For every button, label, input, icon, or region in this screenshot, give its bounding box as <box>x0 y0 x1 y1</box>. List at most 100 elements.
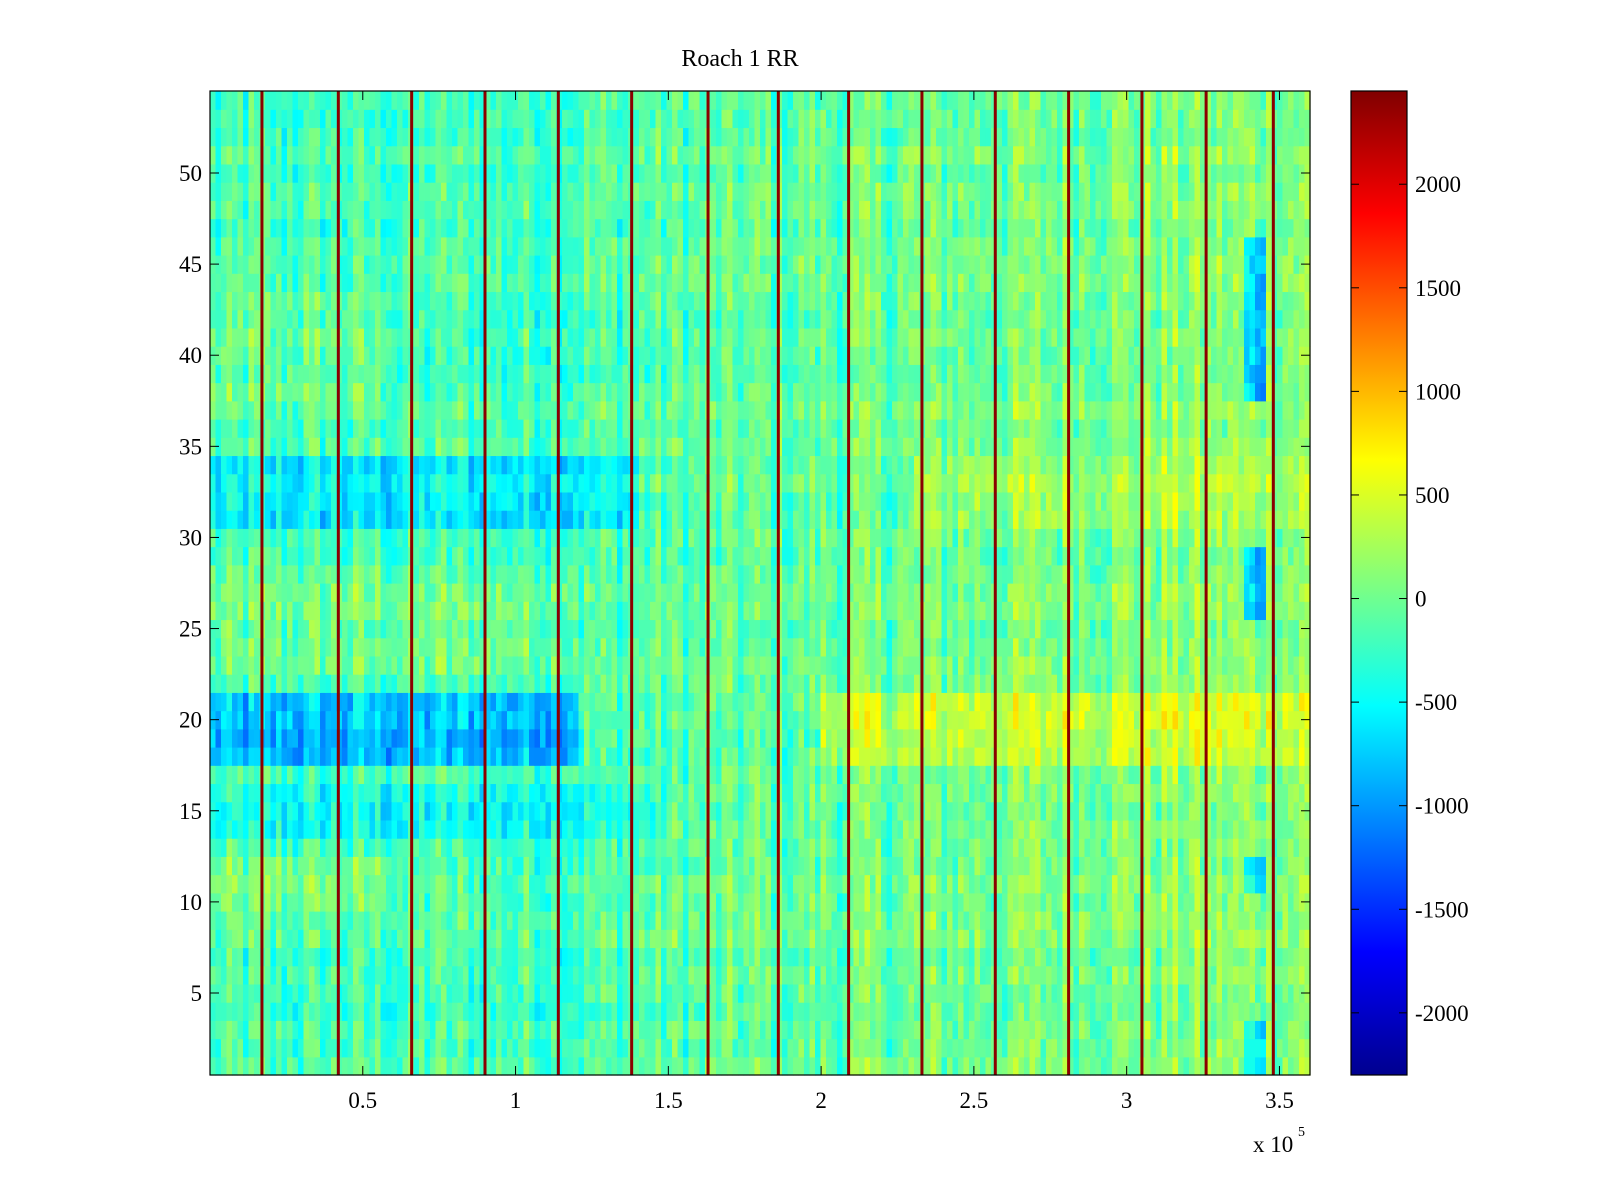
heatmap-cell <box>963 1056 970 1076</box>
heatmap-cell <box>562 1020 569 1040</box>
heatmap-cell <box>353 819 360 839</box>
heatmap-cell <box>457 929 464 949</box>
heatmap-cell <box>815 655 822 675</box>
heatmap-cell <box>815 892 822 912</box>
heatmap-cell <box>892 783 899 803</box>
heatmap-cell <box>853 1020 860 1040</box>
heatmap-cell <box>265 892 272 912</box>
heatmap-cell <box>749 692 756 712</box>
heatmap-cell <box>1178 892 1185 912</box>
heatmap-cell <box>292 892 299 912</box>
heatmap-cell <box>815 1056 822 1076</box>
heatmap-cell <box>600 747 607 766</box>
heatmap-cell <box>1293 965 1300 985</box>
heatmap-cell <box>391 874 398 894</box>
heatmap-cell <box>474 710 481 730</box>
heatmap-cell <box>815 801 822 821</box>
heatmap-cell <box>688 710 695 730</box>
heatmap-cell <box>1029 838 1036 857</box>
heatmap-cell <box>1255 856 1262 876</box>
heatmap-cell <box>1156 1056 1163 1076</box>
heatmap-cell <box>1161 911 1168 930</box>
heatmap-cell <box>589 911 596 930</box>
heatmap-cell <box>716 947 723 967</box>
heatmap-cell <box>1029 892 1036 912</box>
heatmap-cell <box>1029 911 1036 930</box>
heatmap-cell <box>1051 838 1058 857</box>
heatmap-cell <box>507 1056 514 1076</box>
heatmap-cell <box>226 1020 233 1040</box>
heatmap-cell <box>837 692 844 712</box>
heatmap-cell <box>287 765 294 785</box>
heatmap-cell <box>1068 783 1075 803</box>
heatmap-cell <box>1194 783 1201 803</box>
heatmap-cell <box>771 728 778 748</box>
heatmap-cell <box>584 1056 591 1076</box>
heatmap-cell <box>837 1038 844 1058</box>
heatmap-cell <box>1222 710 1229 730</box>
heatmap-cell <box>727 965 734 985</box>
heatmap-cell <box>1233 674 1240 693</box>
heatmap-cell <box>930 619 937 639</box>
heatmap-cell <box>930 947 937 967</box>
heatmap-cell <box>771 692 778 712</box>
heatmap-cell <box>1062 1002 1069 1021</box>
heatmap-cell <box>386 983 393 1003</box>
heatmap-cell <box>881 892 888 912</box>
heatmap-cell <box>760 655 767 675</box>
heatmap-cell <box>1068 728 1075 748</box>
heatmap-cell <box>831 838 838 857</box>
heatmap-cell <box>391 1002 398 1021</box>
heatmap-cell <box>1117 728 1124 748</box>
heatmap-cell <box>320 1038 327 1058</box>
heatmap-cell <box>1238 838 1245 857</box>
heatmap-cell <box>683 1056 690 1076</box>
heatmap-cell <box>606 655 613 675</box>
heatmap-cell <box>980 710 987 730</box>
heatmap-cell <box>265 856 272 876</box>
heatmap-cell <box>738 692 745 712</box>
heatmap-cell <box>1227 947 1234 967</box>
heatmap-cell <box>243 728 250 748</box>
heatmap-cell <box>243 637 250 657</box>
heatmap-cell <box>402 692 409 712</box>
heatmap-cell <box>1002 983 1009 1003</box>
heatmap-cell <box>523 801 530 821</box>
heatmap-cell <box>804 838 811 857</box>
heatmap-cell <box>936 947 943 967</box>
heatmap-cell <box>1123 765 1130 785</box>
heatmap-cell <box>545 819 552 839</box>
heatmap-cell <box>1024 892 1031 912</box>
heatmap-cell <box>595 1038 602 1058</box>
heatmap-cell <box>1134 765 1141 785</box>
heatmap-cell <box>358 1038 365 1058</box>
heatmap-cell <box>688 674 695 693</box>
heatmap-cell <box>518 747 525 766</box>
heatmap-cell <box>738 856 745 876</box>
heatmap-cell <box>303 892 310 912</box>
heatmap-cell <box>622 765 629 785</box>
heatmap-cell <box>743 983 750 1003</box>
heatmap-cell <box>1249 819 1256 839</box>
heatmap-cell <box>1233 637 1240 657</box>
heatmap-cell <box>578 801 585 821</box>
heatmap-cell <box>897 710 904 730</box>
heatmap-cell <box>782 929 789 949</box>
heatmap-cell <box>485 801 492 821</box>
heatmap-cell <box>974 838 981 857</box>
heatmap-cell <box>1073 1056 1080 1076</box>
heatmap-cell <box>1040 728 1047 748</box>
heatmap-cell <box>545 874 552 894</box>
heatmap-cell <box>974 1056 981 1076</box>
heatmap-cell <box>1293 674 1300 693</box>
heatmap-cell <box>985 747 992 766</box>
heatmap-cell <box>534 819 541 839</box>
heatmap-cell <box>419 947 426 967</box>
heatmap-cell <box>853 983 860 1003</box>
heatmap-cell <box>430 674 437 693</box>
heatmap-cell <box>457 856 464 876</box>
heatmap-cell <box>1238 911 1245 930</box>
heatmap-cell <box>578 1002 585 1021</box>
heatmap-cell <box>600 856 607 876</box>
heatmap-cell <box>463 911 470 930</box>
